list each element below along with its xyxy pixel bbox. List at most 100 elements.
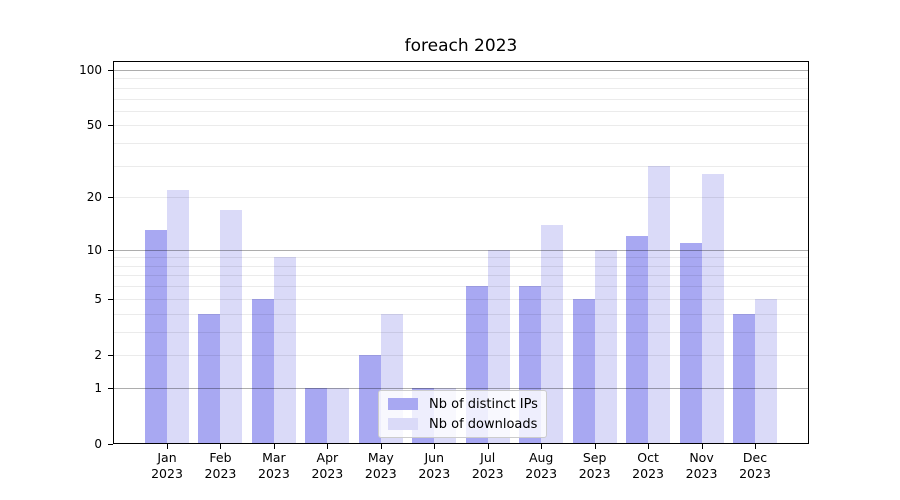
x-tick-year: 2023 bbox=[632, 466, 664, 481]
gridline-minor bbox=[113, 110, 809, 112]
x-tick-mark bbox=[541, 444, 543, 449]
y-tick-mark bbox=[108, 249, 113, 251]
x-tick-label: Mar 2023 bbox=[242, 450, 306, 482]
x-tick-label: Aug 2023 bbox=[509, 450, 573, 482]
gridline-minor bbox=[113, 143, 809, 145]
gridline-minor bbox=[113, 286, 809, 288]
x-tick-mark bbox=[380, 444, 382, 449]
gridline-minor bbox=[113, 125, 809, 127]
x-tick-mark bbox=[755, 444, 756, 449]
bar-distinct-ips-mar bbox=[251, 298, 274, 444]
x-tick-mark bbox=[167, 444, 168, 449]
bar-downloads-dec bbox=[755, 298, 777, 444]
x-tick-month: Jun bbox=[424, 450, 445, 465]
x-tick-label: Dec 2023 bbox=[723, 450, 787, 482]
bar-distinct-ips-nov bbox=[679, 242, 702, 444]
x-tick-year: 2023 bbox=[258, 466, 290, 481]
bar-downloads-mar bbox=[273, 257, 296, 444]
x-tick-mark bbox=[273, 444, 275, 449]
y-tick-label: 20 bbox=[86, 190, 102, 205]
bar-downloads-feb bbox=[220, 209, 243, 444]
x-tick-year: 2023 bbox=[578, 466, 611, 481]
gridline-minor bbox=[113, 313, 809, 315]
gridline-minor bbox=[113, 165, 809, 167]
gridline-major bbox=[113, 387, 809, 389]
x-tick-year: 2023 bbox=[471, 466, 504, 481]
x-tick-year: 2023 bbox=[311, 466, 344, 481]
x-tick-mark bbox=[220, 444, 222, 449]
x-tick-year: 2023 bbox=[418, 466, 451, 481]
gridline-minor bbox=[113, 78, 809, 80]
gridline-minor bbox=[113, 98, 809, 100]
bar-downloads-jan bbox=[167, 189, 189, 444]
x-tick-month: Mar bbox=[262, 450, 286, 465]
x-tick-label: May 2023 bbox=[349, 450, 413, 482]
x-tick-month: Dec bbox=[742, 450, 768, 465]
x-tick-label: Apr 2023 bbox=[295, 450, 359, 482]
legend-label-distinct-ips: Nb of distinct IPs bbox=[429, 396, 538, 412]
y-tick-label: 1 bbox=[94, 380, 102, 395]
x-tick-mark bbox=[594, 444, 596, 449]
gridline-major bbox=[113, 70, 809, 71]
gridline-minor bbox=[113, 331, 809, 333]
gridline-minor bbox=[113, 257, 809, 259]
gridline-minor bbox=[113, 275, 809, 277]
gridline-minor bbox=[113, 265, 809, 267]
bar-distinct-ips-feb bbox=[198, 313, 221, 444]
y-tick-label: 2 bbox=[94, 347, 102, 362]
x-tick-label: Nov 2023 bbox=[670, 450, 734, 482]
x-tick-month: Sep bbox=[582, 450, 607, 465]
y-tick-mark bbox=[108, 444, 113, 445]
bar-downloads-aug bbox=[541, 224, 564, 444]
x-tick-year: 2023 bbox=[739, 466, 771, 481]
bar-distinct-ips-sep bbox=[572, 298, 595, 444]
x-tick-label: Jan 2023 bbox=[135, 450, 199, 482]
y-tick-label: 0 bbox=[94, 437, 102, 451]
bar-distinct-ips-oct bbox=[626, 236, 649, 444]
bar-downloads-apr bbox=[327, 387, 350, 444]
gridline-minor bbox=[113, 298, 809, 300]
y-tick-mark bbox=[108, 197, 113, 199]
legend: Nb of distinct IPs Nb of downloads bbox=[378, 390, 547, 438]
x-tick-month: Jul bbox=[480, 450, 496, 465]
legend-entry-downloads: Nb of downloads bbox=[388, 417, 537, 432]
x-tick-month: Nov bbox=[689, 450, 714, 465]
gridline-minor bbox=[113, 197, 809, 199]
y-tick-mark bbox=[108, 387, 113, 389]
y-tick-mark bbox=[108, 70, 113, 71]
chart-title: foreach 2023 bbox=[404, 36, 518, 56]
legend-swatch-distinct-ips bbox=[388, 398, 418, 410]
bar-distinct-ips-apr bbox=[305, 387, 328, 444]
bar-distinct-ips-dec bbox=[733, 313, 755, 444]
y-tick-label: 50 bbox=[86, 118, 102, 133]
x-tick-year: 2023 bbox=[364, 466, 397, 481]
x-tick-month: Feb bbox=[209, 450, 232, 465]
bar-distinct-ips-may bbox=[358, 354, 381, 444]
x-tick-label: Feb 2023 bbox=[188, 450, 252, 482]
x-tick-label: Jul 2023 bbox=[456, 450, 520, 482]
x-tick-label: Sep 2023 bbox=[563, 450, 627, 482]
gridline-minor bbox=[113, 354, 809, 356]
y-tick-mark bbox=[108, 125, 113, 127]
x-tick-month: May bbox=[367, 450, 394, 465]
x-tick-mark bbox=[648, 444, 650, 449]
x-tick-mark bbox=[434, 444, 436, 449]
legend-swatch-downloads bbox=[388, 418, 418, 430]
bar-downloads-nov bbox=[701, 173, 724, 444]
x-tick-label: Jun 2023 bbox=[402, 450, 466, 482]
gridline-minor bbox=[113, 87, 809, 89]
y-tick-label: 10 bbox=[86, 242, 102, 257]
y-tick-label: 100 bbox=[79, 63, 102, 77]
x-tick-month: Oct bbox=[637, 450, 659, 465]
legend-label-downloads: Nb of downloads bbox=[429, 416, 538, 432]
y-tick-mark bbox=[108, 298, 113, 300]
x-tick-mark bbox=[487, 444, 489, 449]
x-tick-month: Jan bbox=[157, 450, 177, 465]
y-tick-label: 5 bbox=[94, 291, 102, 306]
x-tick-month: Apr bbox=[316, 450, 339, 465]
x-tick-year: 2023 bbox=[151, 466, 183, 481]
x-tick-month: Aug bbox=[528, 450, 554, 465]
bar-downloads-sep bbox=[594, 249, 617, 444]
x-tick-mark bbox=[327, 444, 329, 449]
